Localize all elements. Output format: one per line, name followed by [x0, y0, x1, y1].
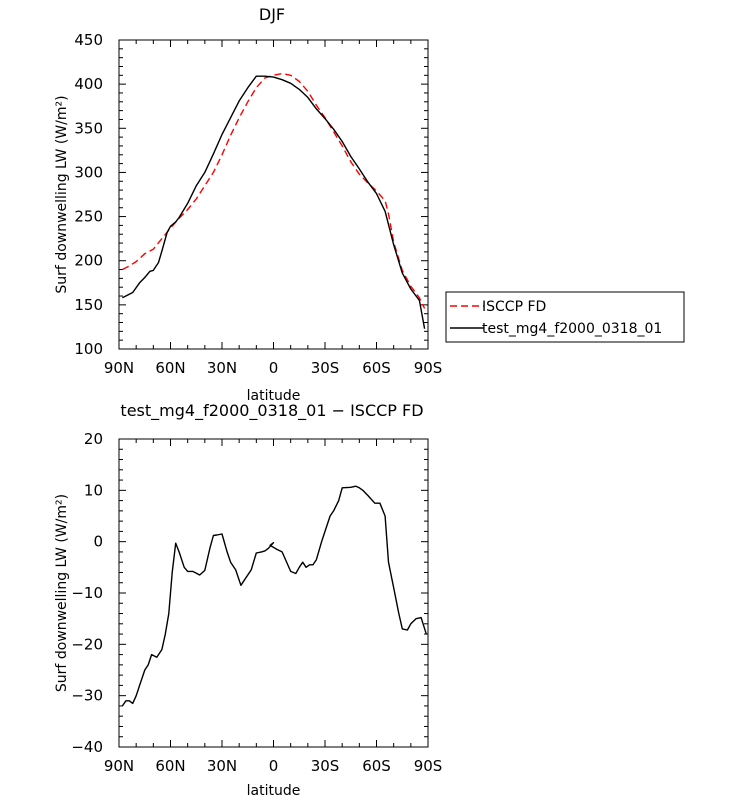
y-tick-label: 250: [74, 208, 103, 226]
x-tick-label: 30N: [207, 757, 237, 775]
legend-label: ISCCP FD: [482, 299, 546, 315]
y-tick-label: 450: [74, 31, 103, 49]
y-tick-label: 0: [93, 533, 103, 551]
x-tick-label: 90S: [414, 757, 443, 775]
y-tick-label: −40: [71, 738, 103, 756]
y-tick-label: −10: [71, 584, 103, 602]
x-tick-label: 60N: [155, 757, 185, 775]
chart-panel-2: 90N 60N 30N 0 30S 60S 90S −40 −30 −20 −10 0 10 20 test…: [54, 401, 442, 799]
x-tick-label: 60S: [362, 359, 391, 377]
plot-frame: [118, 39, 429, 350]
y-tick-label: 20: [84, 430, 103, 448]
x-tick-label: 30S: [311, 359, 340, 377]
y-tick-label: 400: [74, 75, 103, 93]
x-tick-label: 30S: [311, 757, 340, 775]
y-tick-label: −20: [71, 635, 103, 653]
legend-label: test_mg4_f2000_0318_01: [482, 321, 662, 337]
legend-box: [445, 291, 685, 343]
chart-title: DJF: [259, 5, 285, 24]
y-tick-label: 350: [74, 119, 103, 137]
x-tick-label: 30N: [207, 359, 237, 377]
x-tick-label: 90S: [414, 359, 443, 377]
x-tick-label: 90N: [104, 359, 134, 377]
plot-frame: [118, 438, 429, 748]
y-tick-label: 10: [84, 481, 103, 499]
x-tick-label: 60S: [362, 757, 391, 775]
y-axis-label: Surf downwelling LW (W/m²): [54, 494, 70, 692]
x-tick-label: 0: [269, 757, 279, 775]
y-tick-label: −30: [71, 687, 103, 705]
y-tick-label: 150: [74, 296, 103, 314]
y-tick-label: 300: [74, 163, 103, 181]
x-axis-label: latitude: [247, 783, 301, 799]
legend: ISCCP FD test_mg4_f2000_0318_01: [445, 291, 685, 343]
y-tick-label: 100: [74, 340, 103, 358]
x-tick-label: 90N: [104, 757, 134, 775]
chart-title: test_mg4_f2000_0318_01 − ISCCP FD: [120, 401, 423, 421]
y-tick-label: 200: [74, 252, 103, 270]
x-tick-label: 60N: [155, 359, 185, 377]
x-tick-label: 0: [269, 359, 279, 377]
series-line-test-mg4-f2000-0318-01: [122, 75, 426, 329]
series-line-isccp-fd: [122, 72, 426, 309]
series-line-difference: [121, 485, 427, 707]
x-axis-label: latitude: [247, 388, 301, 404]
y-axis-label: Surf downwelling LW (W/m²): [54, 95, 70, 293]
chart-panel-1: 90N 60N 30N 0 30S 60S 90S 100 150 200 250 300 350 400…: [54, 5, 685, 404]
